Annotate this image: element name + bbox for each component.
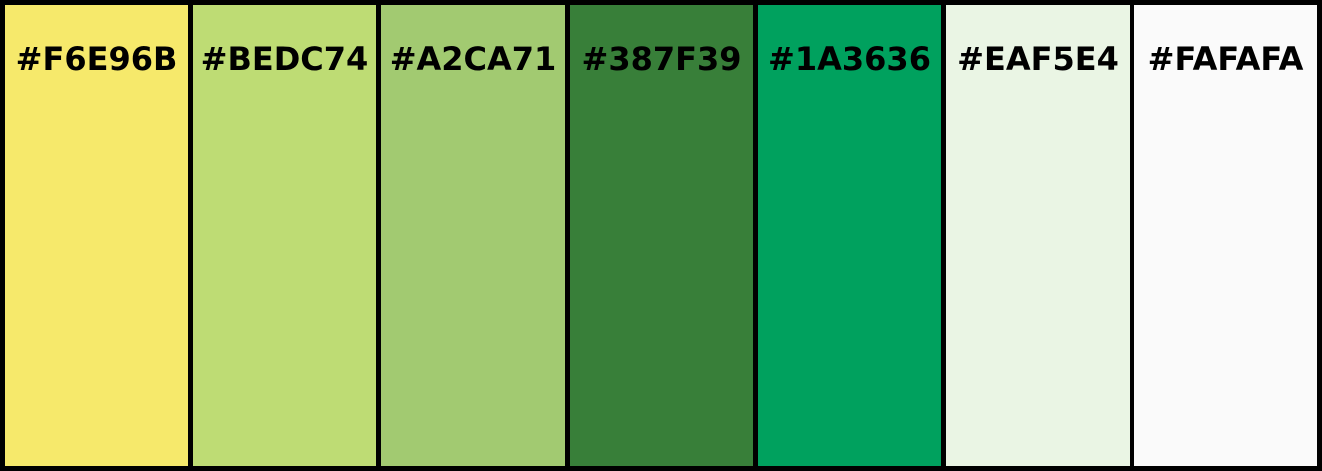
color-swatch-6: #EAF5E4 <box>946 5 1130 466</box>
color-swatch-5: #1A3636 <box>758 5 941 466</box>
swatch-hex-label-1: #F6E96B <box>15 40 178 78</box>
color-swatch-4: #387F39 <box>570 5 753 466</box>
swatch-hex-label-6: #EAF5E4 <box>957 40 1119 78</box>
color-swatch-1: #F6E96B <box>5 5 188 466</box>
swatch-hex-label-3: #A2CA71 <box>389 40 557 78</box>
swatch-hex-label-2: #BEDC74 <box>200 40 369 78</box>
swatch-hex-label-5: #1A3636 <box>768 40 931 78</box>
color-swatch-2: #BEDC74 <box>193 5 376 466</box>
color-swatch-7: #FAFAFA <box>1134 5 1317 466</box>
color-swatch-3: #A2CA71 <box>381 5 565 466</box>
swatch-hex-label-7: #FAFAFA <box>1147 40 1304 78</box>
swatch-hex-label-4: #387F39 <box>581 40 742 78</box>
